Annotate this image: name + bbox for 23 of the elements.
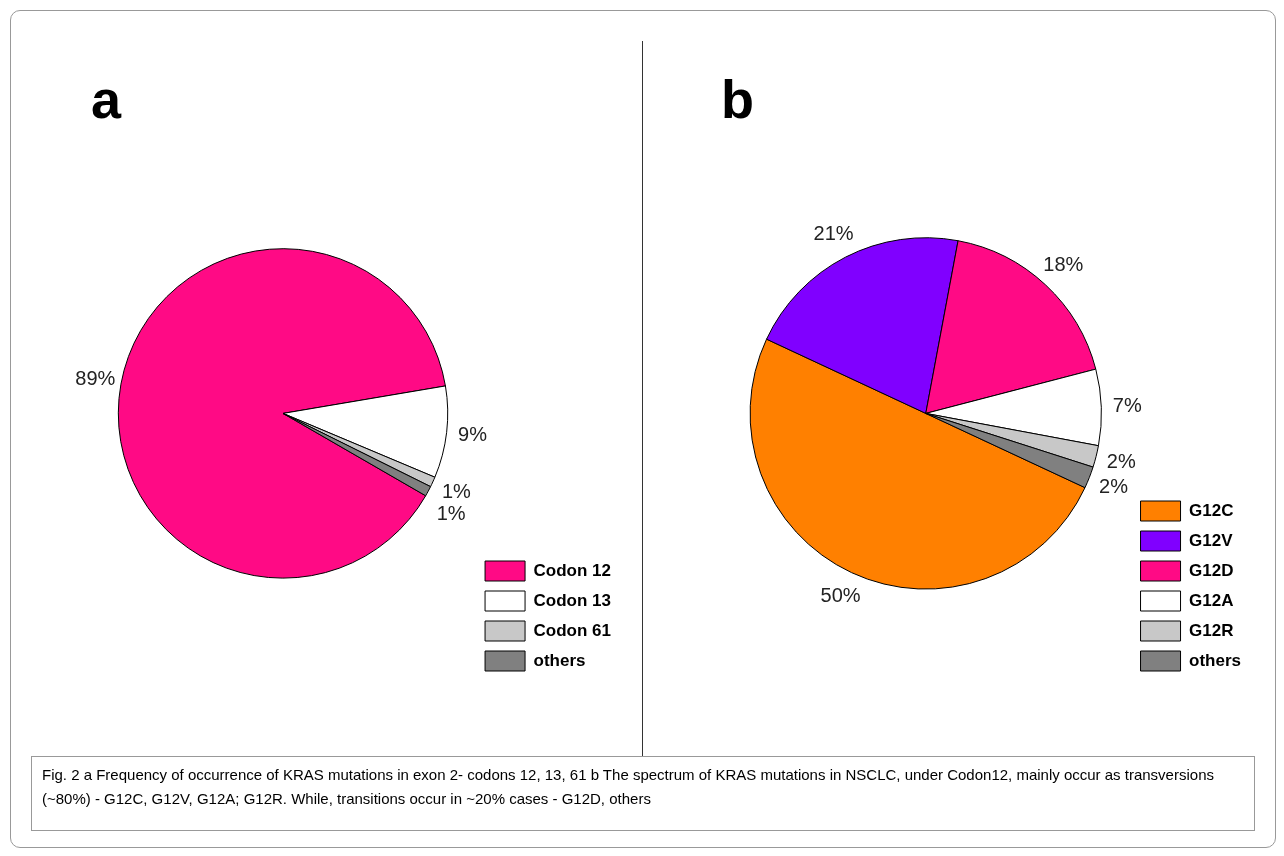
data-label: 9% [458, 422, 488, 445]
legend-label: G12D [1189, 560, 1234, 580]
legend-label: G12V [1189, 530, 1234, 550]
caption: Fig. 2 a Frequency of occurrence of KRAS mutations in exon 2- codons 12, 13, 61 b The spectrum of KRAS mutations in NSCLC, under Codon12, mainly occur as transversions (~80%) - G12C, G12V, G12A; G12R. While, transitions occur in ~20% cases - G12D, others [31, 756, 1255, 831]
chart-title: b [721, 69, 754, 130]
data-label: 18% [1043, 253, 1084, 276]
legend-label: others [533, 650, 586, 670]
legend-label: Codon 13 [533, 590, 612, 610]
legend-label: others [1189, 650, 1242, 670]
data-label: 1% [441, 480, 472, 503]
data-label: 89% [75, 367, 116, 390]
legend-label: G12A [1189, 590, 1234, 610]
data-label: 21% [813, 221, 854, 244]
data-label: 7% [1112, 393, 1142, 416]
data-label: 50% [820, 583, 861, 606]
data-label: 2% [1099, 474, 1129, 497]
legend-label: Codon 12 [533, 560, 612, 580]
data-label: 1% [436, 502, 466, 525]
legend-label: G12C [1189, 500, 1234, 520]
chart-title: a [91, 69, 122, 130]
data-label: 2% [1106, 450, 1136, 473]
legend-label: Codon 61 [533, 620, 612, 640]
legend-label: G12R [1189, 620, 1234, 640]
